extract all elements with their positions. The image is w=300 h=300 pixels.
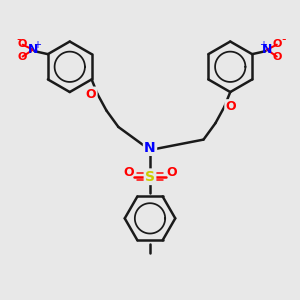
Text: N: N xyxy=(144,141,156,154)
Text: O: O xyxy=(86,88,96,101)
Text: O: O xyxy=(226,100,236,113)
Text: O: O xyxy=(18,52,27,62)
Text: S: S xyxy=(145,170,155,184)
Text: O: O xyxy=(273,52,282,62)
Text: +: + xyxy=(34,40,41,50)
Text: O: O xyxy=(18,39,27,49)
Text: -: - xyxy=(281,33,286,46)
Text: O: O xyxy=(273,39,282,49)
Text: N: N xyxy=(262,43,272,56)
Text: +: + xyxy=(259,40,266,50)
Text: -: - xyxy=(16,33,20,46)
Text: O: O xyxy=(123,166,134,179)
Text: N: N xyxy=(28,43,38,56)
Text: O: O xyxy=(167,166,177,179)
